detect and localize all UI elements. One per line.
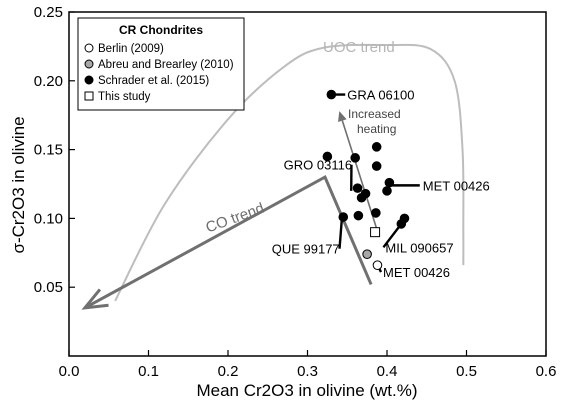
data-point-filled-circle bbox=[371, 142, 382, 152]
annotation-label: MIL 090657 bbox=[385, 240, 453, 255]
y-tick-label: 0.05 bbox=[34, 279, 63, 296]
y-tick-label: 0.10 bbox=[34, 210, 63, 227]
annotation-label: MET 00426 bbox=[423, 178, 490, 193]
y-axis-title: σ-Cr2O3 in olivine bbox=[9, 116, 28, 253]
y-tick-label: 0.25 bbox=[34, 4, 63, 21]
y-tick-label: 0.20 bbox=[34, 73, 63, 90]
annotation-label: QUE 99177 bbox=[272, 242, 340, 257]
data-point-filled-circle bbox=[322, 151, 333, 162]
data-point-filled-circle bbox=[384, 177, 395, 188]
heating-arrow-head bbox=[338, 111, 347, 122]
legend-entry-this-study: This study bbox=[98, 91, 151, 103]
data-point-filled-circle bbox=[338, 212, 349, 222]
legend-entry-schrader: Schrader et al. (2015) bbox=[98, 75, 209, 87]
co-trend-line bbox=[84, 175, 373, 310]
annotation-label: MET 00426 bbox=[383, 265, 450, 280]
data-point-filled-circle bbox=[350, 153, 361, 163]
co-trend-arrowhead bbox=[81, 288, 109, 310]
legend-entry-abreu: Abreu and Brearley (2010) bbox=[98, 59, 234, 71]
x-tick-label: 0.5 bbox=[456, 363, 477, 380]
heating-arrow-shaft bbox=[341, 120, 380, 237]
data-point-open-circle bbox=[372, 260, 383, 270]
data-point-open-square bbox=[370, 227, 381, 238]
arrow-label-line-2: heating bbox=[357, 122, 396, 136]
data-point-filled-circle bbox=[396, 219, 407, 229]
data-point-gray-circle bbox=[362, 249, 372, 259]
data-point-filled-circle bbox=[352, 183, 363, 193]
co-trend-label: CO trend bbox=[204, 200, 267, 237]
x-axis-title: Mean Cr2O3 in olivine (wt.%) bbox=[196, 381, 417, 400]
uoc-trend-label: UOC trend bbox=[323, 39, 395, 56]
annotation-leader bbox=[338, 221, 343, 249]
data-point-filled-circle bbox=[353, 210, 364, 221]
x-tick-label: 0.0 bbox=[59, 363, 80, 380]
legend-marker-open-square bbox=[84, 91, 94, 101]
x-tick-label: 0.4 bbox=[377, 363, 398, 380]
data-point-filled-circle bbox=[371, 161, 382, 171]
data-point-filled-circle bbox=[382, 186, 392, 196]
x-tick-label: 0.2 bbox=[218, 363, 239, 380]
legend: CR Chondrites Berlin (2009) Abreu and Br… bbox=[77, 17, 245, 111]
legend-marker-gray-circle bbox=[84, 59, 94, 69]
x-tick-label: 0.6 bbox=[536, 363, 557, 380]
annotation-leader bbox=[382, 223, 403, 249]
y-tick-label: 0.15 bbox=[34, 142, 63, 159]
annotation-label: GRO 03116 bbox=[284, 158, 352, 173]
data-point-filled-circle bbox=[371, 208, 381, 218]
data-point-filled-circle bbox=[356, 192, 367, 203]
legend-entry-berlin: Berlin (2009) bbox=[98, 43, 164, 55]
legend-marker-open-circle bbox=[84, 43, 94, 53]
uoc-trend-line bbox=[114, 43, 465, 302]
x-tick-label: 0.1 bbox=[138, 363, 159, 380]
data-point-filled-circle bbox=[326, 89, 337, 100]
annotation-label: GRA 06100 bbox=[347, 88, 414, 103]
arrow-label-line-1: Increased bbox=[348, 107, 401, 121]
legend-marker-filled-circle bbox=[84, 75, 94, 85]
x-tick-label: 0.3 bbox=[297, 363, 318, 380]
legend-box bbox=[77, 17, 245, 111]
legend-title: CR Chondrites bbox=[119, 23, 203, 37]
